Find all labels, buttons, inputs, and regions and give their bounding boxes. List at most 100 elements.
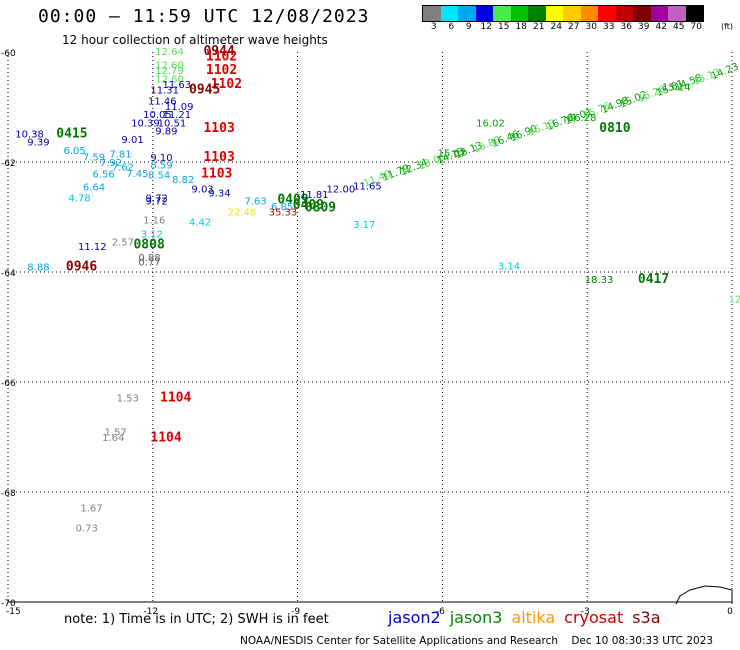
swh-value-label: 10.05 xyxy=(143,110,172,121)
swh-value-label: 15.14 xyxy=(662,83,691,94)
scale-label: 24 xyxy=(550,22,562,32)
swh-value-label: 8.82 xyxy=(172,175,194,186)
swh-value-label: 10.51 xyxy=(158,118,187,129)
swh-value-label: 0.88 xyxy=(138,253,160,264)
map-subtitle: 12 hour collection of altimeter wave hei… xyxy=(62,33,328,47)
x-tick-label: -12 xyxy=(143,607,158,617)
scale-swatch-15 xyxy=(685,6,703,21)
scale-swatch-6 xyxy=(528,6,546,21)
y-tick-label: -68 xyxy=(1,489,16,499)
pass-time-label: 0810 xyxy=(599,121,630,136)
track-swh-label: 14.23 xyxy=(710,61,740,82)
scale-swatch-0 xyxy=(423,6,441,21)
scale-label: 3 xyxy=(430,22,437,32)
swh-value-label: 9.34 xyxy=(208,189,230,200)
color-scale-labels: 3 6 9 12 15 18 21 24 27 30 33 36 39 42 45 70 xyxy=(422,22,722,34)
pass-time-label: 0945 xyxy=(189,82,220,97)
pass-time-label: 1103 xyxy=(203,150,234,165)
pass-time-label: 1102 xyxy=(206,49,237,64)
swh-value-label: 12.79 xyxy=(155,66,184,77)
x-tick-label: -15 xyxy=(6,607,21,617)
swh-value-label: 7.63 xyxy=(245,196,267,207)
pass-time-label: 1104 xyxy=(160,390,191,405)
swh-value-label: 7.81 xyxy=(109,150,131,161)
scale-label: 18 xyxy=(515,22,527,32)
x-tick-label: -3 xyxy=(581,607,590,617)
swh-value-label: 11.46 xyxy=(148,96,177,107)
swh-value-label: 11.81 xyxy=(300,190,329,201)
pass-time-label: 0409 xyxy=(277,192,308,207)
scale-label: 39 xyxy=(638,22,650,32)
scale-label: 30 xyxy=(585,22,597,32)
swh-value-label: 1.16 xyxy=(143,216,165,227)
pass-time-label: 1104 xyxy=(150,430,181,445)
swh-value-label: 8.59 xyxy=(150,161,172,172)
scale-label: 33 xyxy=(603,22,615,32)
scale-label: 9 xyxy=(465,22,472,32)
x-tick-label: 0 xyxy=(727,607,733,617)
swh-value-label: 1.67 xyxy=(80,503,102,514)
swh-value-label: 9.39 xyxy=(27,138,49,149)
pass-time-label: 0409 xyxy=(293,198,324,213)
pass-time-label: 0415 xyxy=(56,126,87,141)
swh-value-label: 10.38 xyxy=(15,129,44,140)
pass-time-label: 0944 xyxy=(203,44,234,59)
swh-value-label: 22.48 xyxy=(228,207,257,218)
legend-cryosat: cryosat xyxy=(564,608,624,627)
scale-swatch-13 xyxy=(650,6,668,21)
swh-value-label: 9.10 xyxy=(150,153,172,164)
swh-value-label: 2.57 xyxy=(112,238,134,249)
swh-value-label: 8.88 xyxy=(27,262,49,273)
coastline xyxy=(675,585,733,605)
scale-swatch-5 xyxy=(510,6,528,21)
swh-value-label: 6.85 xyxy=(271,202,293,213)
legend-jason3: jason3 xyxy=(449,608,503,627)
swh-value-label: 7.45 xyxy=(126,169,148,180)
swh-value-label: 11.21 xyxy=(162,110,191,121)
swh-value-label: 10.39 xyxy=(131,118,160,129)
scale-label: 27 xyxy=(568,22,580,32)
color-scale-bar xyxy=(422,5,704,22)
scale-swatch-9 xyxy=(580,6,598,21)
swh-value-label: 1.57 xyxy=(105,427,127,438)
scale-swatch-4 xyxy=(493,6,511,21)
swh-value-label: 1.53 xyxy=(117,393,139,404)
swh-value-label: 11.31 xyxy=(150,85,179,96)
legend-s3a: s3a xyxy=(632,608,661,627)
swh-value-label: 6.05 xyxy=(64,146,86,157)
scale-swatch-10 xyxy=(598,6,616,21)
satellite-legend: jason2 jason3 altika cryosat s3a xyxy=(388,608,670,627)
lat-lon-grid xyxy=(7,52,733,603)
swh-value-label: 9.01 xyxy=(121,135,143,146)
scale-swatch-3 xyxy=(475,6,493,21)
axis-labels: -15 -12 -9 -6 -3 0 -60 -62 -64 -66 -68 -70 xyxy=(1,49,733,617)
swh-value-label: 9.72 xyxy=(146,194,168,205)
scale-swatch-2 xyxy=(458,6,476,21)
scale-label: 15 xyxy=(498,22,510,32)
satellite-track: 11.4011.7912.3413.0614.1315.1315.8016.46… xyxy=(362,61,740,189)
swh-value-label: 11.09 xyxy=(165,102,194,113)
scale-swatch-11 xyxy=(615,6,633,21)
swh-value-label: 6.64 xyxy=(83,183,105,194)
map-title: 00:00 — 11:59 UTC 12/08/2023 xyxy=(38,6,370,27)
y-tick-label: -62 xyxy=(1,159,16,169)
swh-value-label: 0.77 xyxy=(138,257,160,268)
scale-swatch-1 xyxy=(440,6,458,21)
swh-value-label: 3.14 xyxy=(498,261,520,272)
swh-value-label: 11.65 xyxy=(353,182,382,193)
pass-time-label: 1102 xyxy=(206,63,237,78)
scale-swatch-14 xyxy=(668,6,686,21)
scale-label: 70 xyxy=(690,22,702,32)
swh-value-label: 11.12 xyxy=(78,242,107,253)
scale-swatch-7 xyxy=(545,6,563,21)
swh-value-label: 4.42 xyxy=(189,217,211,228)
footnote: note: 1) Time is in UTC; 2) SWH is in fe… xyxy=(64,612,329,627)
y-tick-label: -66 xyxy=(1,379,16,389)
swh-value-label: 12.60 xyxy=(155,74,184,85)
color-scale-unit: (ft) xyxy=(721,22,734,31)
swh-value-label: 9.89 xyxy=(155,127,177,138)
scale-swatch-8 xyxy=(563,6,581,21)
pass-time-label: 0417 xyxy=(638,272,669,287)
